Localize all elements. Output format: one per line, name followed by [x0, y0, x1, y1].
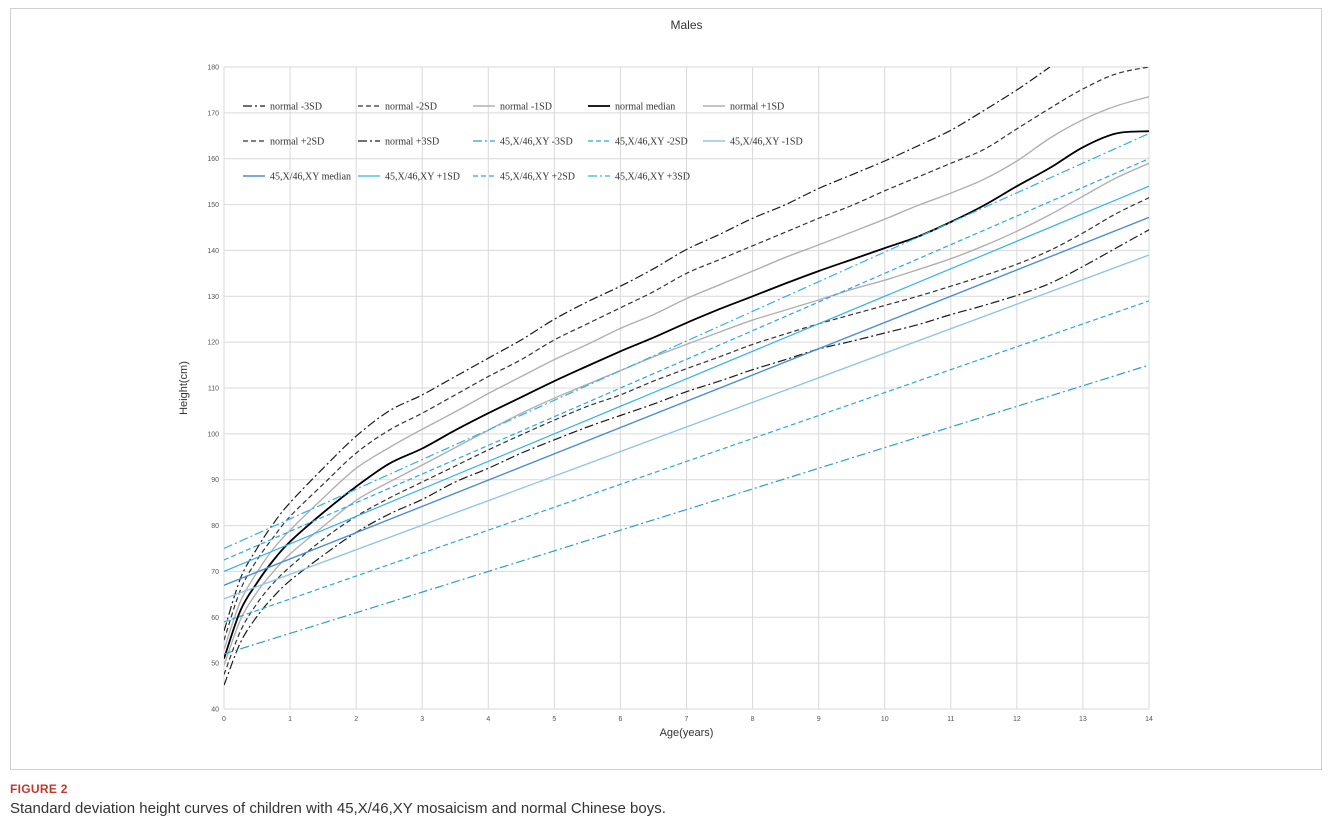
y-tick-label: 40: [211, 707, 219, 714]
x-tick-label: 4: [486, 716, 490, 723]
x-tick-label: 10: [881, 716, 889, 723]
y-tick-label: 140: [207, 248, 219, 255]
series-line-6: [224, 67, 1051, 632]
x-tick-label: 7: [685, 716, 689, 723]
x-tick-label: 14: [1145, 716, 1153, 723]
legend-entry: 45,X/46,XY +3SD: [588, 172, 690, 183]
x-tick-label: 3: [420, 716, 424, 723]
x-tick-label: 8: [751, 716, 755, 723]
series-line-10: [224, 216, 1149, 586]
height-chart: Males 0 1 2 3 4 5 6 7 8 9 10 11 12 13 14 4050607080901…: [178, 18, 1153, 739]
legend-entry: normal +3SD: [358, 137, 439, 148]
legend-label: normal median: [615, 102, 675, 113]
legend-entry: normal +2SD: [243, 137, 324, 148]
y-tick-label: 130: [207, 294, 219, 301]
chart-frame: Males 0 1 2 3 4 5 6 7 8 9 10 11 12 13 14 40 50 60 70 80 90 1…: [10, 8, 1322, 770]
legend-label: 45,X/46,XY -2SD: [615, 137, 688, 148]
legend-entry: 45,X/46,XY median: [243, 172, 351, 183]
y-tick-label: 80: [211, 523, 219, 530]
grid: [223, 66, 1150, 710]
figure-caption: Standard deviation height curves of chil…: [10, 800, 666, 817]
legend-label: normal +2SD: [270, 137, 324, 148]
x-tick-label: 12: [1013, 716, 1021, 723]
y-tick-label: 60: [211, 615, 219, 622]
x-tick-label: 0: [222, 716, 226, 723]
series-line-13: [224, 132, 1149, 550]
x-tick-label: 5: [552, 716, 556, 723]
x-tick-label: 1: [288, 716, 292, 723]
series-line-3: [224, 130, 1149, 659]
series-line-1: [224, 197, 1149, 675]
legend-entry: 45,X/46,XY -3SD: [473, 137, 573, 148]
x-tick-label: 9: [817, 716, 821, 723]
legend-entry: normal -2SD: [358, 102, 437, 113]
series-line-0: [224, 229, 1149, 686]
legend-label: 45,X/46,XY +1SD: [385, 172, 460, 183]
legend-label: normal -1SD: [500, 102, 552, 113]
legend-entry: 45,X/46,XY +1SD: [358, 172, 460, 183]
y-tick-label: 70: [211, 569, 219, 576]
y-tick-label: 150: [207, 202, 219, 209]
x-tick-label: 6: [618, 716, 622, 723]
legend-label: normal -3SD: [270, 102, 322, 113]
series-lines: [224, 67, 1149, 686]
legend-entry: 45,X/46,XY -1SD: [703, 137, 803, 148]
series-line-2: [224, 162, 1149, 666]
y-tick-label: 50: [211, 661, 219, 668]
y-tick-label: 180: [207, 65, 219, 72]
y-axis-ticks: 40 50 60 70 80 90 100 110 120 130 140 150 160 170 180: [207, 65, 219, 714]
y-axis-title: Height(cm): [178, 361, 190, 415]
series-line-9: [224, 254, 1149, 600]
series-line-12: [224, 158, 1149, 561]
figure-caption-block: FIGURE 2 Standard deviation height curve…: [10, 782, 1310, 817]
x-tick-label: 13: [1079, 716, 1087, 723]
legend-label: 45,X/46,XY -1SD: [730, 137, 803, 148]
legend-entry: normal +1SD: [703, 102, 784, 113]
legend-entry: normal -1SD: [473, 102, 552, 113]
legend-entry: 45,X/46,XY +2SD: [473, 172, 575, 183]
series-line-11: [224, 185, 1149, 572]
legend-label: normal +1SD: [730, 102, 784, 113]
y-tick-label: 170: [207, 110, 219, 117]
x-axis-ticks: 0 1 2 3 4 5 6 7 8 9 10 11 12 13 14: [222, 716, 1153, 723]
x-tick-label: 11: [947, 716, 954, 723]
y-tick-label: 120: [207, 340, 219, 347]
figure-label: FIGURE 2: [10, 782, 68, 796]
legend-label: normal +3SD: [385, 137, 439, 148]
x-tick-label: 2: [354, 716, 358, 723]
chart-title: Males: [670, 18, 702, 32]
legend-label: normal -2SD: [385, 102, 437, 113]
legend-entry: normal -3SD: [243, 102, 322, 113]
series-line-8: [224, 300, 1149, 623]
y-tick-label: 110: [208, 386, 219, 393]
legend-entry: 45,X/46,XY -2SD: [588, 137, 688, 148]
legend-label: 45,X/46,XY median: [270, 172, 351, 183]
legend-entry: normal median: [588, 102, 675, 113]
x-axis-title: Age(years): [660, 727, 714, 739]
y-tick-label: 90: [211, 477, 219, 484]
legend-label: 45,X/46,XY -3SD: [500, 137, 573, 148]
series-line-7: [224, 364, 1149, 655]
y-tick-label: 160: [207, 156, 219, 163]
series-line-5: [224, 67, 1149, 641]
y-tick-label: 100: [207, 431, 219, 438]
legend-label: 45,X/46,XY +3SD: [615, 172, 690, 183]
series-line-4: [224, 96, 1149, 650]
legend-label: 45,X/46,XY +2SD: [500, 172, 575, 183]
legend: normal -3SD normal -2SD normal -1SD normal …: [243, 102, 803, 183]
